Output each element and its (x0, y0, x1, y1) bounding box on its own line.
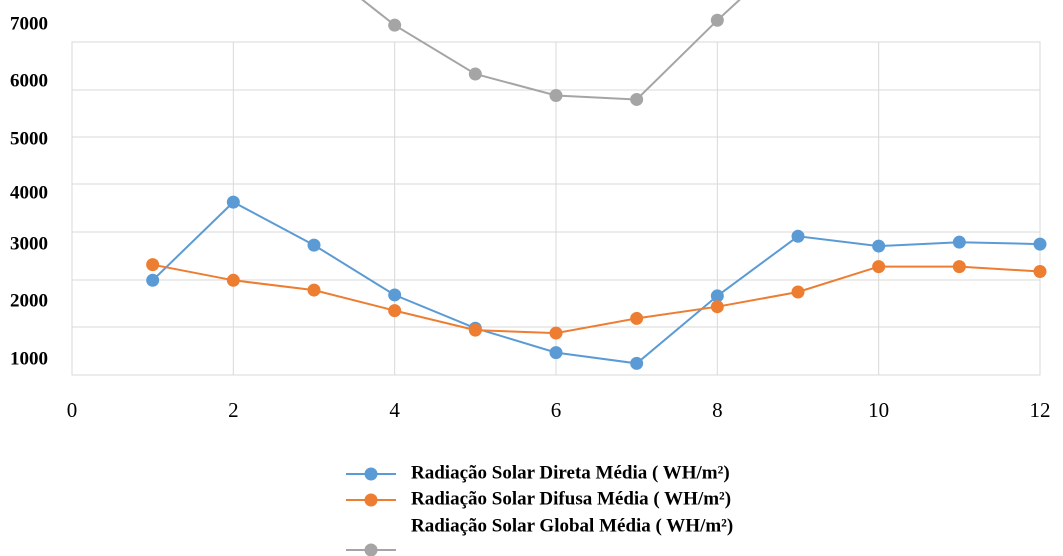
x-tick-label: 4 (389, 398, 400, 422)
data-point (952, 235, 966, 249)
data-point (630, 356, 644, 370)
data-point (791, 285, 805, 299)
series-line (152, 263, 1041, 335)
data-point (146, 273, 160, 287)
legend-label: Radiação Solar Direta Média ( WH/m²) (411, 462, 730, 483)
data-point (146, 258, 160, 272)
x-tick-label: 8 (712, 398, 723, 422)
data-point (468, 323, 482, 337)
data-point (468, 67, 482, 81)
y-tick-labels: 1000 2000 3000 4000 5000 6000 7000 (10, 13, 48, 369)
y-tick-label: 4000 (10, 182, 48, 203)
data-point (630, 92, 644, 106)
data-point (388, 18, 402, 32)
data-point (549, 89, 563, 103)
y-tick-label: 5000 (10, 128, 48, 149)
series-2 (146, 258, 1047, 340)
data-point (388, 304, 402, 318)
data-point (710, 300, 724, 314)
legend-marker (364, 467, 378, 481)
legend-label: Radiação Solar Difusa Média ( WH/m²) (411, 488, 731, 509)
x-tick-label: 12 (1030, 398, 1051, 422)
series-1 (146, 195, 1047, 370)
legend-marker (364, 543, 378, 556)
data-point (791, 229, 805, 243)
x-tick-label: 0 (67, 398, 78, 422)
legend: Radiação Solar Direta Média ( WH/m²) Radi… (346, 462, 733, 556)
series-line (152, 200, 1041, 365)
series-line (361, 0, 741, 101)
y-tick-label: 1000 (10, 348, 48, 369)
x-tick-label: 6 (551, 398, 562, 422)
legend-item: Radiação Solar Global Média ( WH/m²) (346, 515, 733, 556)
legend-marker (364, 493, 378, 507)
data-point (872, 239, 886, 253)
x-tick-labels: 0 2 4 6 8 10 12 (67, 398, 1051, 422)
data-point (710, 289, 724, 303)
legend-item: Radiação Solar Direta Média ( WH/m²) (346, 462, 730, 483)
data-point (1033, 264, 1047, 278)
series-3 (361, 0, 741, 106)
y-tick-label: 3000 (10, 233, 48, 254)
data-point (307, 283, 321, 297)
data-point (1033, 237, 1047, 251)
data-point (549, 346, 563, 360)
y-tick-label: 2000 (10, 290, 48, 311)
data-point (952, 260, 966, 274)
series-lines (146, 0, 1047, 370)
x-tick-label: 2 (228, 398, 239, 422)
data-point (307, 238, 321, 252)
data-point (226, 273, 240, 287)
data-point (226, 195, 240, 209)
data-point (388, 288, 402, 302)
y-tick-label: 7000 (10, 13, 48, 34)
data-point (630, 311, 644, 325)
y-tick-label: 6000 (10, 70, 48, 91)
data-point (872, 260, 886, 274)
data-point (549, 326, 563, 340)
data-point (710, 13, 724, 27)
legend-label: Radiação Solar Global Média ( WH/m²) (411, 515, 733, 536)
legend-item: Radiação Solar Difusa Média ( WH/m²) (346, 488, 731, 509)
x-tick-label: 10 (868, 398, 889, 422)
